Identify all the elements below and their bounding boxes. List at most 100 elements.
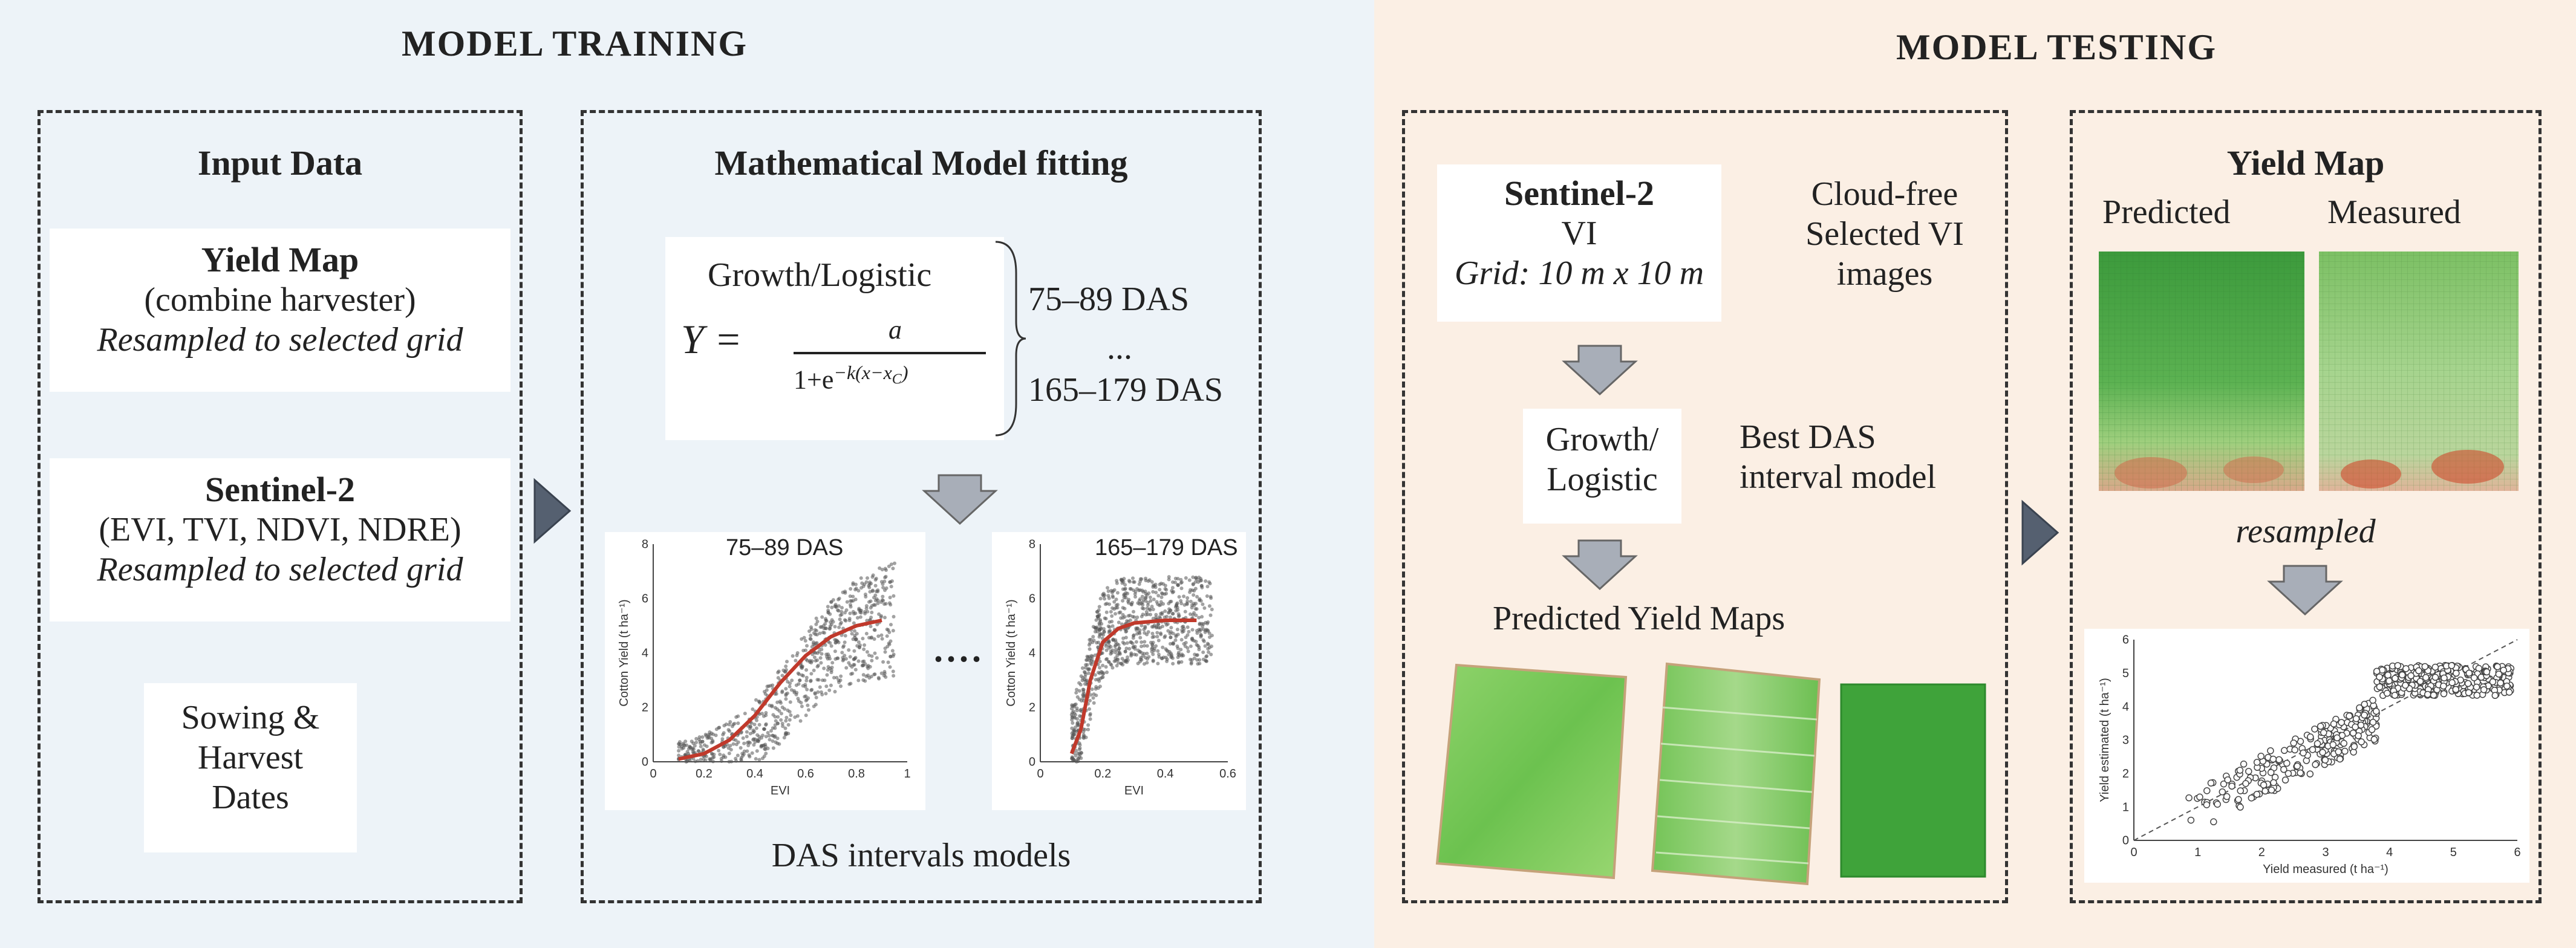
data-point xyxy=(2253,759,2261,766)
data-point xyxy=(827,688,832,692)
data-point xyxy=(1070,715,1074,719)
data-point xyxy=(872,596,876,600)
data-point xyxy=(1121,636,1126,640)
data-point xyxy=(751,728,755,732)
yield-map-title: Yield Map xyxy=(201,240,359,279)
data-point xyxy=(773,723,777,727)
data-point xyxy=(1101,632,1106,637)
data-point xyxy=(784,693,788,698)
data-point xyxy=(879,671,884,675)
data-point xyxy=(1210,644,1214,648)
equation-exponent: −k(x−x xyxy=(833,362,892,383)
data-point xyxy=(2329,741,2337,748)
data-point xyxy=(880,637,884,641)
data-point xyxy=(853,667,858,672)
interval-brace xyxy=(995,241,1026,437)
data-point xyxy=(683,752,688,756)
data-point xyxy=(1209,652,1213,657)
data-point xyxy=(1176,608,1180,612)
data-point xyxy=(1133,589,1138,594)
model-name: Growth/Logistic xyxy=(708,256,932,294)
data-point xyxy=(1156,661,1160,666)
data-point xyxy=(1147,655,1151,659)
growth-logistic-card: Growth/ Logistic xyxy=(1523,409,1681,524)
data-point xyxy=(787,718,792,722)
data-point xyxy=(746,740,751,744)
data-point xyxy=(1182,594,1186,599)
x-tick-label: 0.4 xyxy=(746,767,763,781)
data-point xyxy=(1151,652,1155,657)
data-point xyxy=(2270,779,2277,787)
data-point xyxy=(1165,614,1169,618)
data-point xyxy=(1097,605,1101,609)
data-point xyxy=(2297,769,2304,777)
data-point xyxy=(685,759,690,764)
data-point xyxy=(833,603,838,607)
data-point xyxy=(815,619,820,623)
data-point xyxy=(1088,698,1092,703)
data-point xyxy=(2373,667,2381,675)
data-point xyxy=(2267,747,2274,755)
data-point xyxy=(2275,756,2283,764)
data-point xyxy=(779,718,783,722)
x-tick-label: 1 xyxy=(2194,846,2201,859)
data-point xyxy=(875,597,879,601)
data-point xyxy=(1154,615,1158,620)
data-point xyxy=(1167,575,1171,579)
data-point xyxy=(880,568,884,572)
x-tick-label: 0 xyxy=(650,767,656,781)
data-point xyxy=(2483,668,2491,676)
data-point xyxy=(1123,649,1127,654)
data-point xyxy=(810,644,814,649)
data-point xyxy=(1136,648,1140,652)
data-point xyxy=(870,658,874,663)
data-point xyxy=(702,743,706,747)
data-point xyxy=(1202,639,1206,643)
data-point xyxy=(780,689,784,693)
data-point xyxy=(2240,761,2248,768)
data-point xyxy=(1154,612,1158,617)
data-point xyxy=(1069,713,1074,717)
data-point xyxy=(2448,662,2456,669)
data-point xyxy=(2464,680,2472,687)
data-point xyxy=(805,644,809,648)
data-point xyxy=(1070,703,1074,707)
data-point xyxy=(1101,591,1106,596)
data-point xyxy=(837,604,841,608)
data-point xyxy=(1179,638,1184,642)
data-point xyxy=(683,739,688,744)
data-point xyxy=(830,665,834,669)
data-point xyxy=(2306,770,2314,778)
data-point xyxy=(1130,576,1135,580)
data-point xyxy=(1208,613,1213,617)
data-point xyxy=(709,736,714,741)
data-point xyxy=(2235,796,2242,804)
data-point xyxy=(1196,661,1200,666)
y-tick-label: 0 xyxy=(642,756,648,769)
data-point xyxy=(786,722,791,727)
data-point xyxy=(1179,577,1183,582)
data-point xyxy=(764,722,768,726)
data-point xyxy=(857,608,861,612)
data-point xyxy=(1074,748,1078,753)
data-point xyxy=(1115,579,1119,583)
data-point xyxy=(2384,671,2392,679)
data-point xyxy=(2416,678,2424,685)
data-point xyxy=(1161,592,1165,596)
equation-numerator: a xyxy=(889,315,902,345)
data-point xyxy=(1169,626,1173,630)
data-point xyxy=(870,603,874,608)
data-point xyxy=(809,672,814,676)
data-point xyxy=(861,660,865,664)
data-point xyxy=(1094,685,1098,689)
data-point xyxy=(815,664,820,669)
data-point xyxy=(1145,592,1149,597)
data-point xyxy=(856,640,861,644)
data-point xyxy=(690,747,694,752)
data-point xyxy=(677,753,681,758)
data-point xyxy=(1098,619,1103,623)
data-point xyxy=(1083,727,1087,732)
data-point xyxy=(743,712,747,716)
data-point xyxy=(780,721,784,726)
data-point xyxy=(712,752,716,756)
